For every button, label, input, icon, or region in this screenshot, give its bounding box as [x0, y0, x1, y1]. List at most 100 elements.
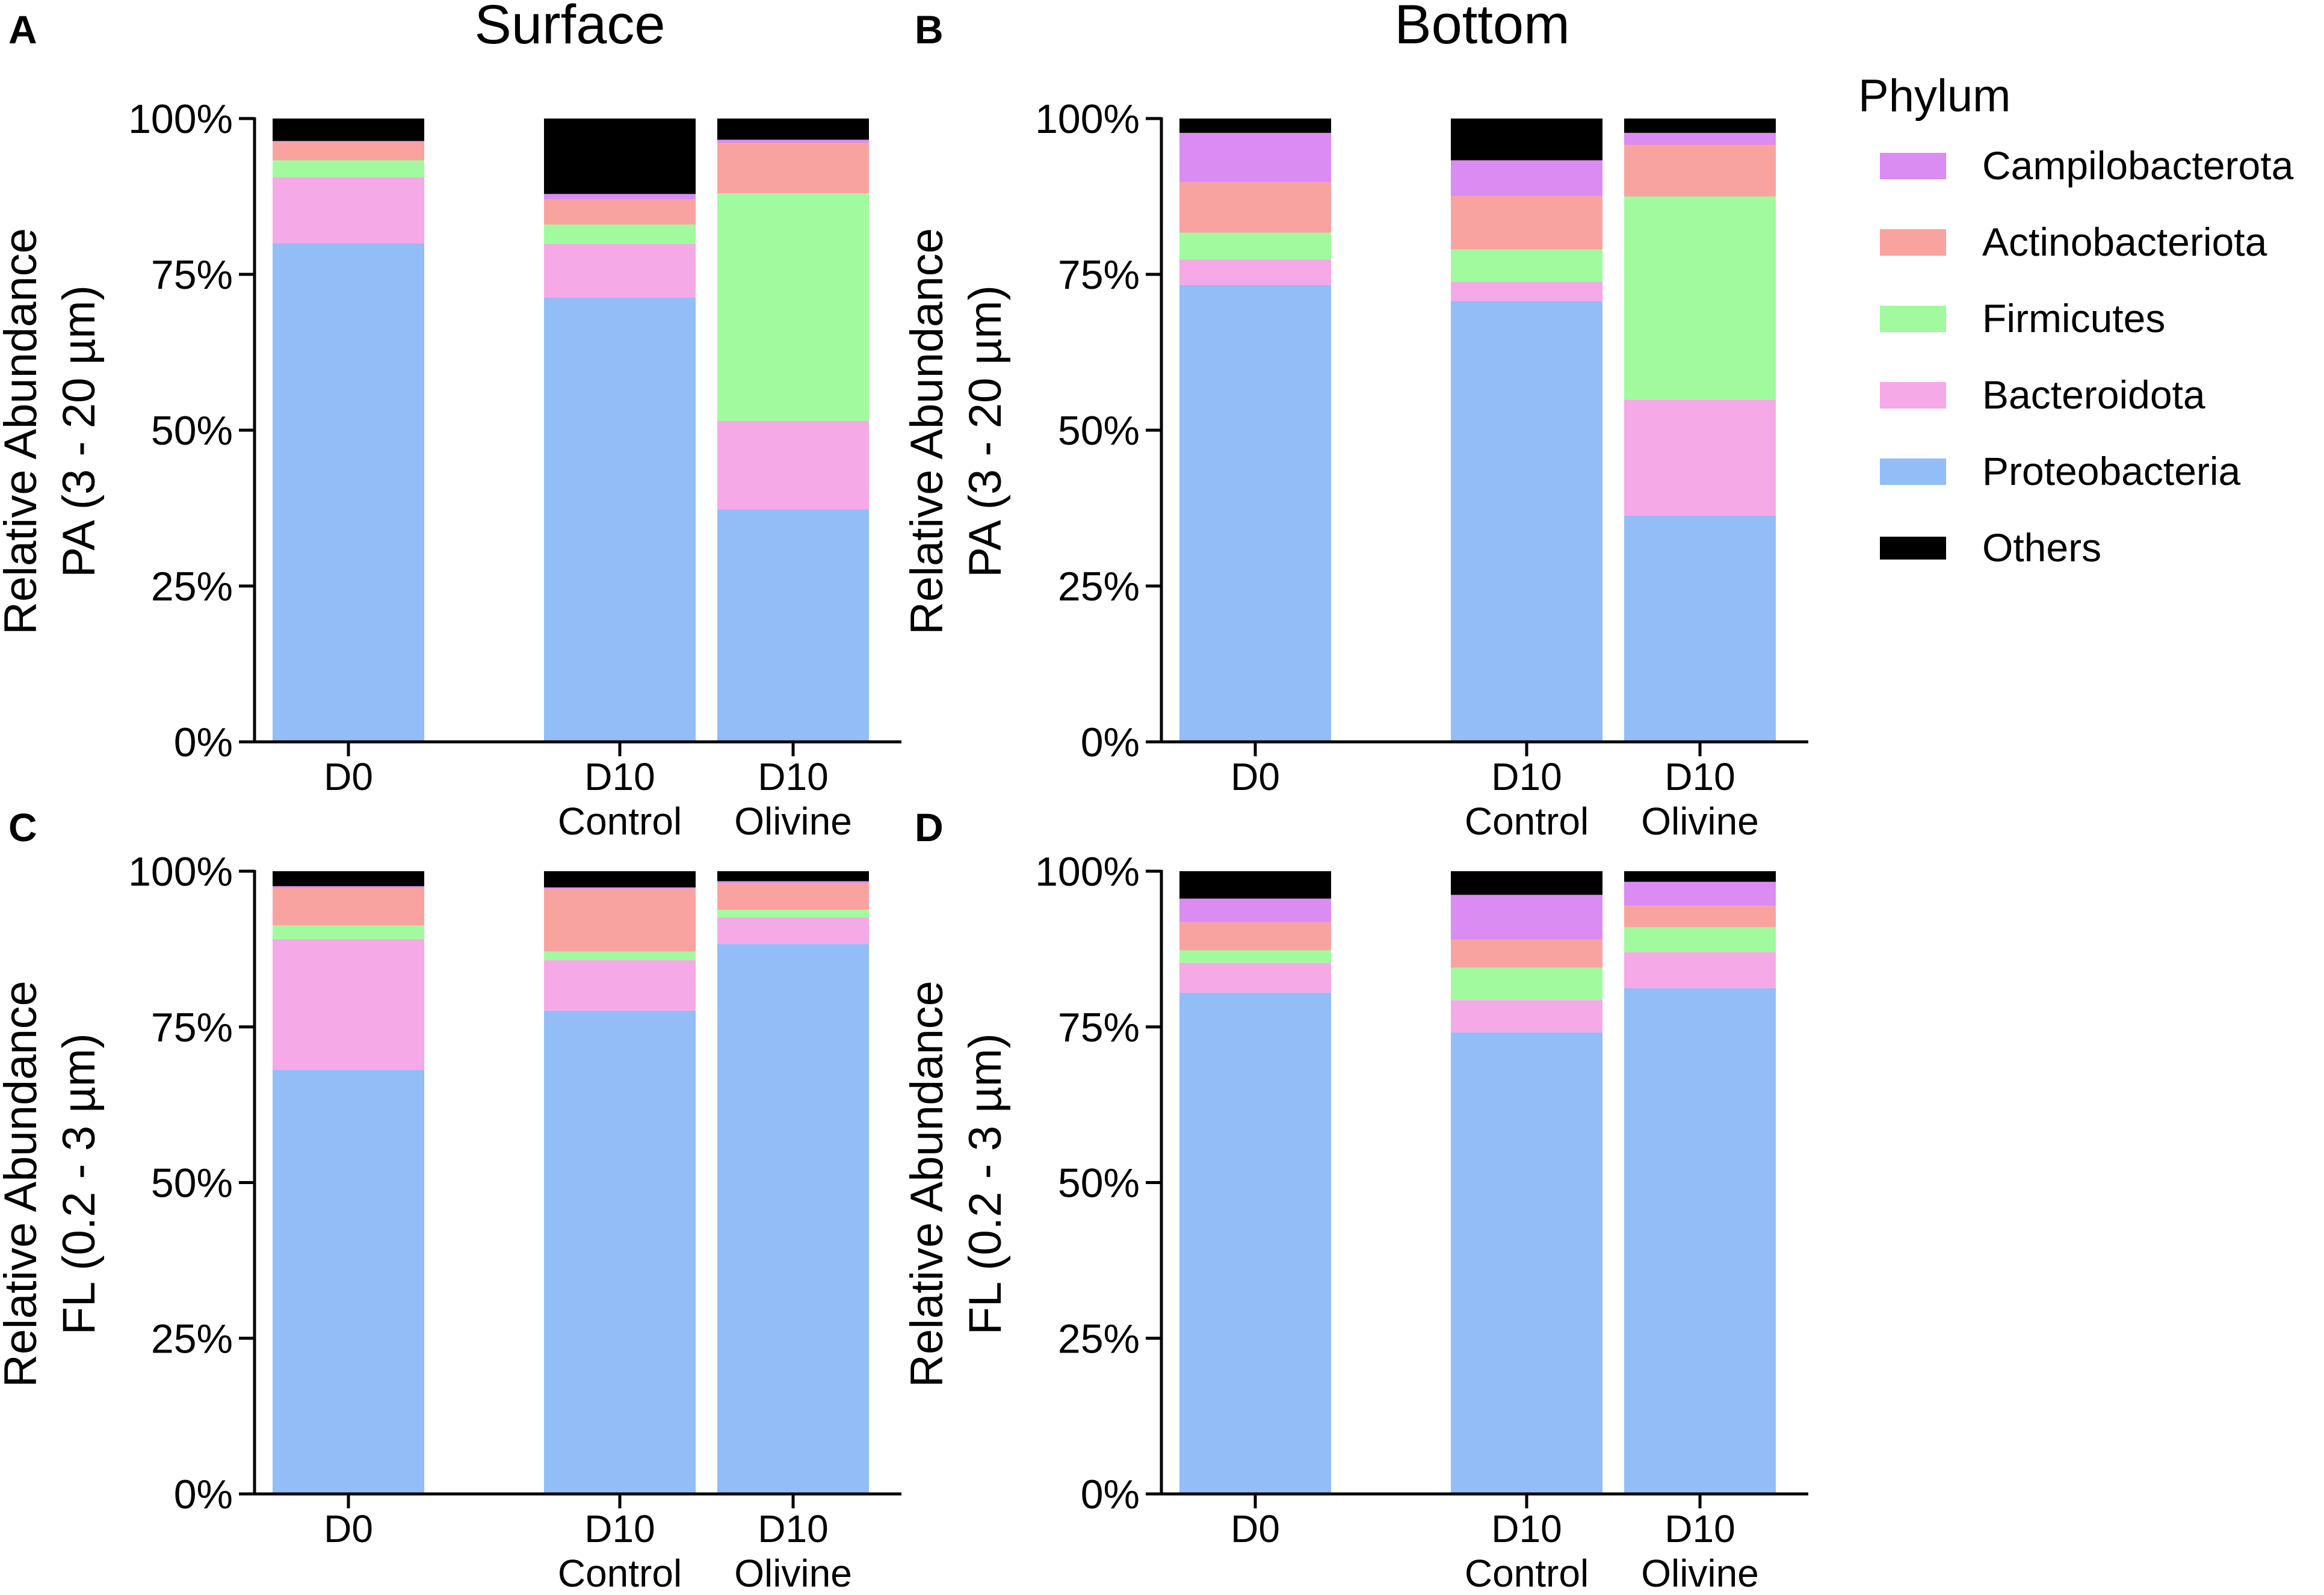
bar-segment-firmicutes-d10-olivine: [1624, 196, 1776, 400]
bar-segment-campilobacterota-d10-olivine: [1624, 881, 1776, 905]
bar-segment-others-d10-olivine: [1624, 119, 1776, 133]
y-tick-label: 0%: [174, 1472, 233, 1517]
column-title-bottom: Bottom: [1394, 0, 1569, 55]
y-axis-sublabel: FL (0.2 - 3 µm): [960, 1033, 1011, 1334]
bar-segment-bacteroidota-d0: [273, 177, 424, 244]
legend-label-firmicutes: Firmicutes: [1982, 296, 2165, 341]
bar-segment-actinobacteriota-d10-olivine: [1624, 144, 1776, 197]
bar-segment-bacteroidota-d0: [1179, 259, 1331, 285]
legend-label-bacteroidota: Bacteroidota: [1982, 372, 2205, 417]
x-tick-label: D10: [1491, 1507, 1562, 1550]
legend-title: Phylum: [1858, 70, 2010, 122]
bar-segment-firmicutes-d0: [1179, 950, 1331, 963]
bar-segment-campilobacterota-d10-olivine: [717, 140, 869, 143]
y-axis-label: Relative Abundance: [0, 228, 46, 635]
bar-segment-actinobacteriota-d10-control: [1451, 939, 1602, 968]
y-tick-label: 75%: [1058, 252, 1140, 298]
x-tick-label: D10: [1664, 755, 1735, 798]
bar-segment-campilobacterota-d10-control: [544, 887, 696, 889]
y-axis-sublabel: FL (0.2 - 3 µm): [54, 1033, 105, 1334]
bar-segment-proteobacteria-d10-olivine: [717, 509, 869, 742]
y-tick-label: 100%: [128, 96, 233, 142]
bar-segment-proteobacteria-d10-olivine: [1624, 515, 1776, 742]
bar-segment-bacteroidota-d10-olivine: [717, 917, 869, 945]
x-tick-label: D10: [584, 1507, 655, 1550]
x-tick-label: Olivine: [734, 800, 852, 843]
legend-swatch-actinobacteriota: [1880, 229, 1946, 256]
bar-segment-firmicutes-d0: [273, 925, 424, 939]
bar-segment-others-d0: [1179, 871, 1331, 899]
bar-segment-bacteroidota-d10-control: [544, 244, 696, 298]
y-tick-label: 0%: [1081, 720, 1140, 765]
y-axis-label: Relative Abundance: [0, 981, 46, 1387]
y-axis-label: Relative Abundance: [901, 228, 953, 635]
panel-letter: D: [915, 805, 944, 850]
bar-segment-proteobacteria-d10-control: [1451, 1032, 1602, 1494]
bar-segment-campilobacterota-d0: [273, 141, 424, 143]
y-tick-label: 50%: [1058, 1161, 1140, 1206]
bar-segment-proteobacteria-d10-control: [1451, 301, 1602, 742]
panel-letter: A: [8, 7, 37, 52]
bar-segment-others-d10-olivine: [1624, 871, 1776, 882]
bar-segment-others-d10-olivine: [717, 119, 869, 140]
bar-segment-campilobacterota-d0: [1179, 132, 1331, 182]
x-tick-label: D10: [1664, 1507, 1735, 1550]
legend-swatch-campilobacterota: [1880, 153, 1946, 179]
x-tick-label: D0: [1231, 1507, 1280, 1550]
bar-segment-proteobacteria-d10-olivine: [717, 944, 869, 1494]
bar-segment-firmicutes-d0: [1179, 232, 1331, 260]
y-tick-label: 50%: [1058, 408, 1140, 454]
x-tick-label: D10: [584, 755, 655, 798]
x-tick-label: D10: [758, 755, 828, 798]
legend-label-campilobacterota: Campilobacterota: [1982, 143, 2294, 188]
panel-b: B Relative Abundance PA (3 - 20 µm) D0 D1…: [901, 7, 1808, 843]
y-tick-label: 75%: [151, 252, 233, 298]
x-tick-label: D0: [1231, 755, 1280, 798]
bar-segment-campilobacterota-d10-control: [1451, 895, 1602, 940]
bar-segment-proteobacteria-d0: [1179, 285, 1331, 742]
bar-segment-others-d0: [273, 119, 424, 141]
bar-segment-actinobacteriota-d10-control: [544, 199, 696, 225]
bar-segment-proteobacteria-d0: [1179, 992, 1331, 1494]
y-tick-label: 50%: [151, 408, 233, 454]
legend-label-proteobacteria: Proteobacteria: [1982, 449, 2241, 493]
bar-segment-firmicutes-d10-control: [1451, 249, 1602, 282]
bar-segment-firmicutes-d10-control: [544, 224, 696, 244]
y-tick-label: 25%: [1058, 1316, 1140, 1362]
bar-segment-firmicutes-d10-olivine: [717, 910, 869, 918]
bar-segment-others-d10-control: [1451, 119, 1602, 161]
x-tick-label: Control: [1465, 1552, 1589, 1595]
bar-segment-campilobacterota-d10-control: [544, 194, 696, 200]
bar-segment-others-d10-control: [544, 871, 696, 887]
x-tick-label: Olivine: [1641, 1552, 1759, 1595]
bar-segment-bacteroidota-d0: [273, 939, 424, 1070]
bar-segment-actinobacteriota-d0: [1179, 182, 1331, 233]
x-tick-label: Olivine: [734, 1552, 852, 1595]
bar-segment-firmicutes-d10-olivine: [1624, 927, 1776, 952]
panel-letter: C: [8, 805, 37, 850]
y-tick-label: 100%: [128, 849, 233, 895]
bar-segment-firmicutes-d10-olivine: [717, 193, 869, 421]
x-tick-label: D10: [758, 1507, 828, 1550]
bar-segment-actinobacteriota-d0: [273, 887, 424, 926]
bar-segment-bacteroidota-d10-control: [1451, 282, 1602, 301]
y-tick-label: 0%: [174, 720, 233, 765]
bar-segment-proteobacteria-d10-control: [544, 1010, 696, 1494]
legend-swatch-proteobacteria: [1880, 458, 1946, 485]
legend-swatch-bacteroidota: [1880, 382, 1946, 409]
bar-segment-proteobacteria-d10-control: [544, 297, 696, 742]
bar-segment-bacteroidota-d10-olivine: [1624, 400, 1776, 516]
bar-segment-campilobacterota-d0: [273, 886, 424, 888]
bar-segment-campilobacterota-d10-olivine: [717, 881, 869, 883]
bar-segment-firmicutes-d0: [273, 160, 424, 177]
panel-c: C Relative Abundance FL (0.2 - 3 µm) D0 D…: [0, 805, 901, 1595]
bar-segment-bacteroidota-d10-olivine: [717, 421, 869, 510]
x-tick-label: Control: [558, 800, 682, 843]
legend-swatch-firmicutes: [1880, 306, 1946, 332]
legend-label-others: Others: [1982, 525, 2101, 570]
x-tick-label: Olivine: [1641, 800, 1759, 843]
bar-segment-actinobacteriota-d10-control: [1451, 196, 1602, 250]
bar-segment-actinobacteriota-d10-olivine: [717, 143, 869, 194]
y-tick-label: 25%: [151, 1316, 233, 1362]
